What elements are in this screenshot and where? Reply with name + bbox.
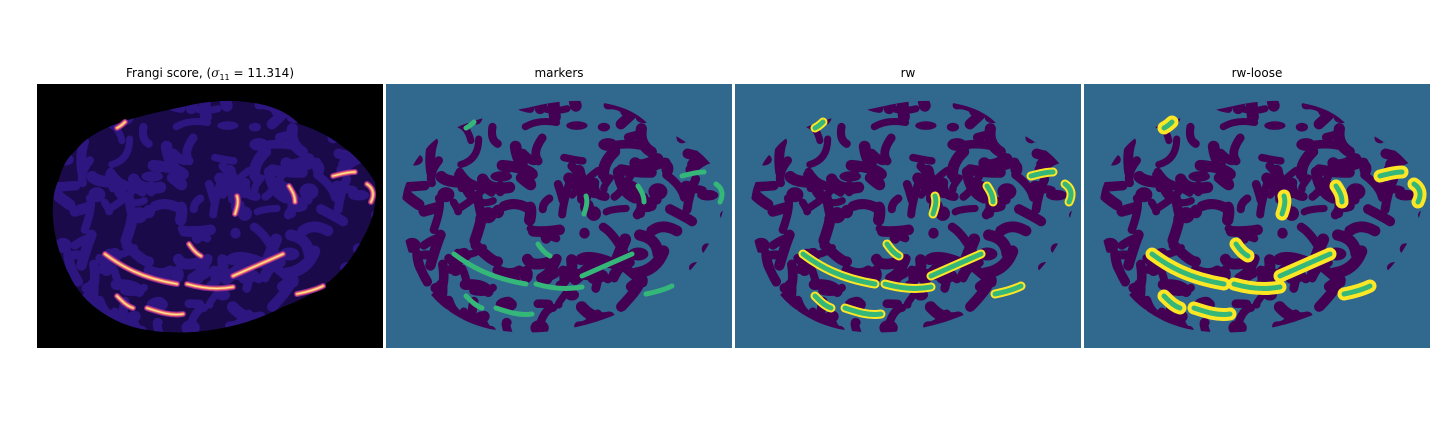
frangi-image	[37, 84, 383, 348]
rw-panel	[735, 84, 1081, 348]
vessel-markers	[800, 119, 1074, 317]
rw-loose-panel	[1084, 84, 1430, 348]
markers-image	[386, 84, 732, 348]
sigma-symbol: σ	[211, 66, 220, 80]
markers-panel	[386, 84, 732, 348]
frangi-panel	[37, 84, 383, 348]
markers-panel-title: markers	[534, 66, 584, 80]
rw-panel-title: rw	[900, 66, 916, 80]
frangi-panel-title: Frangi score, (σ11 = 11.314)	[37, 66, 383, 82]
rw-loose-image	[1084, 84, 1430, 348]
vessel-markers	[451, 119, 725, 317]
frangi-title-prefix: Frangi score, (	[126, 66, 212, 80]
frangi-title-suffix: )	[289, 66, 294, 80]
sigma-value: = 11.314	[229, 66, 290, 80]
rw-loose-panel-title: rw-loose	[1231, 66, 1283, 80]
frangi-highlight-core	[104, 121, 374, 315]
rw-image	[735, 84, 1081, 348]
vessel-markers	[1149, 119, 1423, 317]
sigma-subscript: 11	[219, 73, 230, 82]
vessel-network	[1099, 100, 1423, 333]
